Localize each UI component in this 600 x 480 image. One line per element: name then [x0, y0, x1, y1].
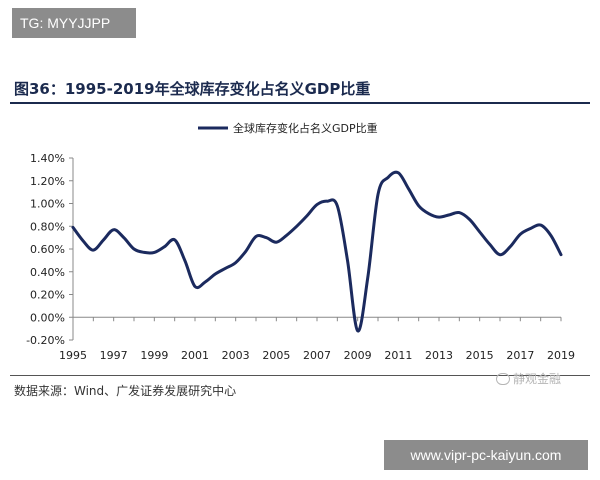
y-axis: -0.20% 0.00% 0.20% 0.40% 0.60% 0.80% 1.00% 1.20… — [26, 152, 74, 347]
x-tick-label: 2005 — [262, 349, 290, 362]
figure-title: 图36：1995-2019年全球库存变化占名义GDP比重 — [14, 80, 371, 98]
y-tick-label: 1.00% — [30, 198, 65, 211]
legend: 全球库存变化占名义GDP比重 — [198, 121, 378, 135]
footer-divider — [10, 375, 590, 376]
x-tick-label: 2017 — [506, 349, 534, 362]
x-tick-label: 2003 — [222, 349, 250, 362]
x-tick-label: 2013 — [425, 349, 453, 362]
source-note: 数据来源：Wind、广发证券发展研究中心 — [14, 384, 237, 398]
y-tick-label: 0.80% — [30, 220, 65, 233]
url-box: www.vipr-pc-kaiyun.com — [384, 440, 588, 470]
series-line-0 — [71, 170, 563, 333]
watermark: 静观金融 — [496, 370, 561, 387]
tag-box: TG: MYYJJPP — [12, 8, 136, 38]
title-divider — [10, 102, 590, 104]
y-tick-label: 0.60% — [30, 243, 65, 256]
y-tick-label: 0.40% — [30, 266, 65, 279]
url-text: www.vipr-pc-kaiyun.com — [410, 447, 562, 463]
x-tick-label: 2019 — [547, 349, 575, 362]
watermark-text: 静观金融 — [513, 372, 562, 386]
y-tick-label: 1.20% — [30, 175, 65, 188]
x-tick-label: 1997 — [100, 349, 128, 362]
x-axis: 1995 1997 1999 2001 2003 2005 2007 2009 2011 2013… — [59, 316, 575, 362]
x-tick-label: 1999 — [140, 349, 168, 362]
x-tick-label: 1995 — [59, 349, 87, 362]
y-tick-label: -0.20% — [26, 334, 65, 347]
y-tick-label: 0.20% — [30, 289, 65, 302]
x-tick-label: 2015 — [466, 349, 494, 362]
x-tick-label: 2007 — [303, 349, 331, 362]
tag-text: TG: MYYJJPP — [20, 15, 111, 31]
x-tick-label: 2011 — [384, 349, 412, 362]
x-tick-label: 2009 — [344, 349, 372, 362]
wechat-icon — [496, 372, 510, 385]
y-tick-label: 1.40% — [30, 152, 65, 165]
legend-label: 全球库存变化占名义GDP比重 — [233, 121, 378, 135]
x-tick-label: 2001 — [181, 349, 209, 362]
plot-area — [71, 170, 563, 333]
y-tick-label: 0.00% — [30, 311, 65, 324]
